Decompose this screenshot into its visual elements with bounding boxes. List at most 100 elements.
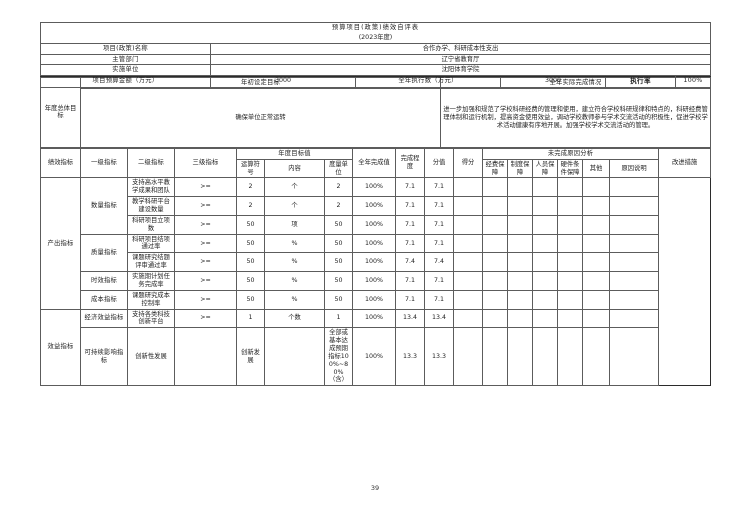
cell-unit: % [264, 233, 325, 254]
cell-score-value: 7.1 [395, 289, 426, 310]
cell-reason-staff [507, 308, 534, 329]
page-number: 39 [370, 484, 380, 492]
cell-improvement [609, 233, 660, 254]
cell-operator: >= [174, 308, 237, 329]
indicator-row: 可持续影响指标 创新性发展 创新发展 全部或基本达成预期指标100%~80%（含） 10… [41, 327, 711, 387]
cell-reason-note [582, 214, 611, 235]
cell-score-value: 13.4 [395, 308, 426, 329]
cell-improvement [609, 214, 660, 235]
cell-reason-hardware [532, 214, 559, 235]
cell-level3: 科研项目结项通过率 [127, 233, 175, 254]
cell-reason-staff [507, 289, 534, 310]
cell-level1: 效益指标 [40, 308, 81, 387]
cell-score: 7.4 [424, 252, 455, 273]
cell-reason-system [482, 196, 509, 216]
cell-reason-other [557, 252, 584, 273]
header-reason-other: 其他 [582, 158, 611, 179]
indicator-row: 课题研究结题评审通过率 >= 50% 50 100% 7.4 7.4 [41, 252, 711, 273]
cell-reason-staff [507, 233, 534, 254]
subtitle-row: (2023年度) [40, 32, 711, 44]
cell-content: 1 [236, 308, 265, 329]
cell-score: 13.3 [424, 327, 455, 387]
actual-completion-text: 进一步加强和规范了学校科研经费的管理和使用，建立符合学校科研规律和特点的，科研经… [440, 87, 711, 148]
indicator-row: 质量指标 科研项目结项通过率 >= 50% 50 100% 7.1 7.1 [41, 233, 711, 273]
cell-reason-system [482, 252, 509, 273]
cell-level3: 支持高水平教学成果和团队 [127, 177, 175, 198]
indicator-header-row-1: 绩效指标 一级指标 二级指标 三级指标 年度目标值 全年完成值 完成程度 分值 … [40, 147, 712, 179]
cell-level3: 支持各类科技创新平台 [127, 308, 175, 329]
title-row: 预算项目(政策)绩效自评表 [40, 21, 711, 33]
overall-goal-table: 年度总体目标 年初设定目标 全年实际完成情况 确保单位正常运转 进一步加强和规范… [40, 77, 711, 148]
header-reason-system: 制度保障 [507, 158, 534, 179]
cell-reason-funding [453, 271, 484, 291]
cell-reason-note [582, 177, 611, 198]
cell-reason-staff [507, 196, 534, 216]
cell-unit: 个数 [264, 308, 325, 329]
cell-annual-actual: 50 [323, 233, 354, 254]
cell-reason-note [582, 252, 611, 273]
rate-label-text: 执行率 [606, 76, 676, 87]
header-reason-hardware: 硬件条件保障 [557, 158, 584, 179]
indicator-row: 科研项目立项数 >= 50 项 50 100% 7.1 7.1 [41, 214, 711, 235]
indicator-body: 产出指标 数量指标 支持高水平教学成果和团队 >= 2 个 2 100% 7.1 7.1 教学科研平… [40, 177, 711, 387]
header-unit: 度量单位 [323, 158, 354, 179]
cell-reason-system [482, 214, 509, 235]
indicator-row: 产出指标 数量指标 支持高水平教学成果和团队 >= 2 个 2 100% 7.1 7.1 [40, 177, 711, 310]
cell-completion: 100% [352, 271, 397, 291]
cell-reason-hardware [532, 196, 559, 216]
department-value: 辽宁省教育厅 [210, 53, 711, 66]
cell-content: 2 [236, 196, 265, 216]
cell-reason-funding [453, 196, 484, 216]
cell-improvement [609, 327, 660, 387]
cell-unit: 个 [264, 177, 325, 198]
cell-content: 50 [236, 214, 265, 235]
cell-unit [264, 327, 325, 387]
cell-level2: 经济效益指标 [80, 308, 128, 329]
cell-reason-hardware [532, 271, 559, 291]
evaluation-sheet: 预算项目(政策)绩效自评表 (2023年度) 项目(政策)名称 合作办学、科研成… [40, 21, 712, 387]
header-reason-note: 原因说明 [609, 158, 660, 179]
cell-annual-actual: 1 [323, 308, 354, 329]
cell-level3: 科研项目立项数 [127, 214, 175, 235]
cell-operator: >= [174, 177, 237, 198]
cell-reason-hardware [532, 252, 559, 273]
header-reason-funding: 经费保障 [482, 158, 509, 179]
project-name-row: 项目(政策)名称 合作办学、科研成本性支出 [40, 42, 711, 55]
cell-reason-other [557, 214, 584, 235]
cell-score-value: 7.1 [395, 214, 426, 235]
cell-content: 2 [236, 177, 265, 198]
rate-label: 执行率 100% [605, 75, 711, 88]
cell-operator: >= [174, 233, 237, 254]
cell-annual-actual: 50 [323, 214, 354, 235]
cell-reason-other [557, 308, 584, 329]
performance-indicator-table: 绩效指标 一级指标 二级指标 三级指标 年度目标值 全年完成值 完成程度 分值 … [40, 147, 712, 387]
page-title: 预算项目(政策)绩效自评表 [40, 21, 711, 33]
cell-reason-hardware [532, 327, 559, 387]
indicator-row-label: 绩效指标 [40, 147, 81, 179]
cell-reason-hardware [532, 289, 559, 310]
cell-reason-note [582, 233, 611, 254]
cell-completion: 100% [352, 196, 397, 216]
cell-score: 7.1 [424, 214, 455, 235]
cell-reason-other [557, 271, 584, 291]
cell-level3: 教学科研平台建设数量 [127, 196, 175, 216]
cell-reason-staff [507, 252, 534, 273]
cell-reason-note [582, 196, 611, 216]
cell-level1: 产出指标 [40, 177, 81, 310]
cell-operator: >= [174, 214, 237, 235]
cell-reason-system [482, 289, 509, 310]
cell-completion: 100% [352, 214, 397, 235]
cell-annual-actual: 50 [323, 289, 354, 310]
header-level3: 三级指标 [174, 147, 237, 179]
indicator-row: 时效指标 实施期计划任务完成率 >= 50% 50 100% 7.1 7.1 [41, 271, 711, 291]
cell-reason-staff [507, 177, 534, 198]
header-level1: 一级指标 [80, 147, 128, 179]
cell-operator: >= [174, 271, 237, 291]
cell-score-value: 7.4 [395, 252, 426, 273]
cell-reason-system [482, 233, 509, 254]
header-score-value: 分值 [424, 147, 455, 179]
cell-completion: 100% [352, 327, 397, 387]
cell-level3: 实施期计划任务完成率 [127, 271, 175, 291]
rate-value-table [40, 76, 712, 78]
cell-reason-other [557, 233, 584, 254]
